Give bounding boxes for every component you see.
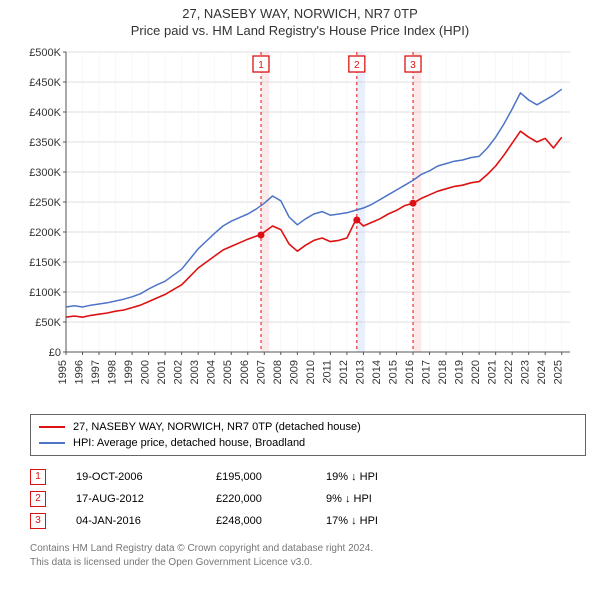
svg-text:£200K: £200K xyxy=(29,227,61,239)
svg-text:£100K: £100K xyxy=(29,287,61,299)
svg-text:£300K: £300K xyxy=(29,167,61,179)
legend-label: HPI: Average price, detached house, Broa… xyxy=(73,435,305,451)
svg-text:£150K: £150K xyxy=(29,257,61,269)
svg-text:£250K: £250K xyxy=(29,197,61,209)
svg-text:1999: 1999 xyxy=(123,360,135,384)
chart-titles: 27, NASEBY WAY, NORWICH, NR7 0TP Price p… xyxy=(0,0,600,38)
svg-text:2020: 2020 xyxy=(470,360,482,384)
svg-text:2015: 2015 xyxy=(387,360,399,384)
legend-row: HPI: Average price, detached house, Broa… xyxy=(39,435,577,451)
svg-text:2018: 2018 xyxy=(437,360,449,384)
sale-row: 1 19-OCT-2006£195,00019% ↓ HPI xyxy=(30,466,586,488)
svg-text:£0: £0 xyxy=(49,347,61,359)
sales-table: 1 19-OCT-2006£195,00019% ↓ HPI 2 17-AUG-201… xyxy=(30,466,586,532)
legend-label: 27, NASEBY WAY, NORWICH, NR7 0TP (detach… xyxy=(73,419,361,435)
svg-text:2025: 2025 xyxy=(553,360,565,384)
svg-text:2004: 2004 xyxy=(206,360,218,384)
svg-text:2003: 2003 xyxy=(189,360,201,384)
svg-text:2012: 2012 xyxy=(338,360,350,384)
svg-text:£400K: £400K xyxy=(29,107,61,119)
sale-price: £195,000 xyxy=(216,466,326,488)
svg-text:2000: 2000 xyxy=(140,360,152,384)
price-chart: 1 2 3 £0 £50K £100K £150K £200K £250K £300K £350K £… xyxy=(20,46,580,406)
svg-text:2009: 2009 xyxy=(288,360,300,384)
svg-text:2: 2 xyxy=(354,60,360,71)
sale-price: £220,000 xyxy=(216,488,326,510)
svg-text:2019: 2019 xyxy=(454,360,466,384)
svg-text:2006: 2006 xyxy=(239,360,251,384)
svg-text:1998: 1998 xyxy=(107,360,119,384)
svg-text:3: 3 xyxy=(410,60,416,71)
svg-text:2021: 2021 xyxy=(487,360,499,384)
svg-text:£350K: £350K xyxy=(29,137,61,149)
title-sub: Price paid vs. HM Land Registry's House … xyxy=(0,23,600,38)
sale-marker: 3 xyxy=(30,513,46,529)
svg-text:2023: 2023 xyxy=(520,360,532,384)
svg-text:2022: 2022 xyxy=(503,360,515,384)
sale-date: 19-OCT-2006 xyxy=(76,466,216,488)
title-main: 27, NASEBY WAY, NORWICH, NR7 0TP xyxy=(0,6,600,21)
footer-line-1: Contains HM Land Registry data © Crown c… xyxy=(30,542,586,556)
svg-text:1: 1 xyxy=(258,60,264,71)
sale-price: £248,000 xyxy=(216,510,326,532)
svg-text:2014: 2014 xyxy=(371,360,383,384)
svg-text:2002: 2002 xyxy=(173,360,185,384)
svg-text:2001: 2001 xyxy=(156,360,168,384)
svg-text:2010: 2010 xyxy=(305,360,317,384)
sale-marker: 2 xyxy=(30,491,46,507)
svg-text:£500K: £500K xyxy=(29,47,61,59)
sale-row: 3 04-JAN-2016£248,00017% ↓ HPI xyxy=(30,510,586,532)
legend-box: 27, NASEBY WAY, NORWICH, NR7 0TP (detach… xyxy=(30,414,586,456)
svg-text:1996: 1996 xyxy=(74,360,86,384)
sale-row: 2 17-AUG-2012£220,0009% ↓ HPI xyxy=(30,488,586,510)
legend-swatch xyxy=(39,426,65,428)
sale-date: 04-JAN-2016 xyxy=(76,510,216,532)
footer-line-2: This data is licensed under the Open Gov… xyxy=(30,556,586,570)
legend-swatch xyxy=(39,442,65,444)
svg-text:£50K: £50K xyxy=(35,317,61,329)
chart-svg: 1 2 3 £0 £50K £100K £150K £200K £250K £300K £350K £… xyxy=(20,46,580,406)
sale-delta: 17% ↓ HPI xyxy=(326,510,436,532)
sale-delta: 19% ↓ HPI xyxy=(326,466,436,488)
legend-row: 27, NASEBY WAY, NORWICH, NR7 0TP (detach… xyxy=(39,419,577,435)
svg-text:2024: 2024 xyxy=(536,360,548,384)
svg-text:1995: 1995 xyxy=(57,360,69,384)
svg-text:£450K: £450K xyxy=(29,77,61,89)
svg-text:2008: 2008 xyxy=(272,360,284,384)
svg-text:2013: 2013 xyxy=(354,360,366,384)
svg-text:2007: 2007 xyxy=(255,360,267,384)
sale-date: 17-AUG-2012 xyxy=(76,488,216,510)
svg-text:1997: 1997 xyxy=(90,360,102,384)
sale-marker: 1 xyxy=(30,469,46,485)
svg-text:2005: 2005 xyxy=(222,360,234,384)
svg-text:2011: 2011 xyxy=(321,360,333,384)
svg-text:2017: 2017 xyxy=(421,360,433,384)
svg-text:2016: 2016 xyxy=(404,360,416,384)
footer-attribution: Contains HM Land Registry data © Crown c… xyxy=(30,542,586,570)
sale-delta: 9% ↓ HPI xyxy=(326,488,436,510)
